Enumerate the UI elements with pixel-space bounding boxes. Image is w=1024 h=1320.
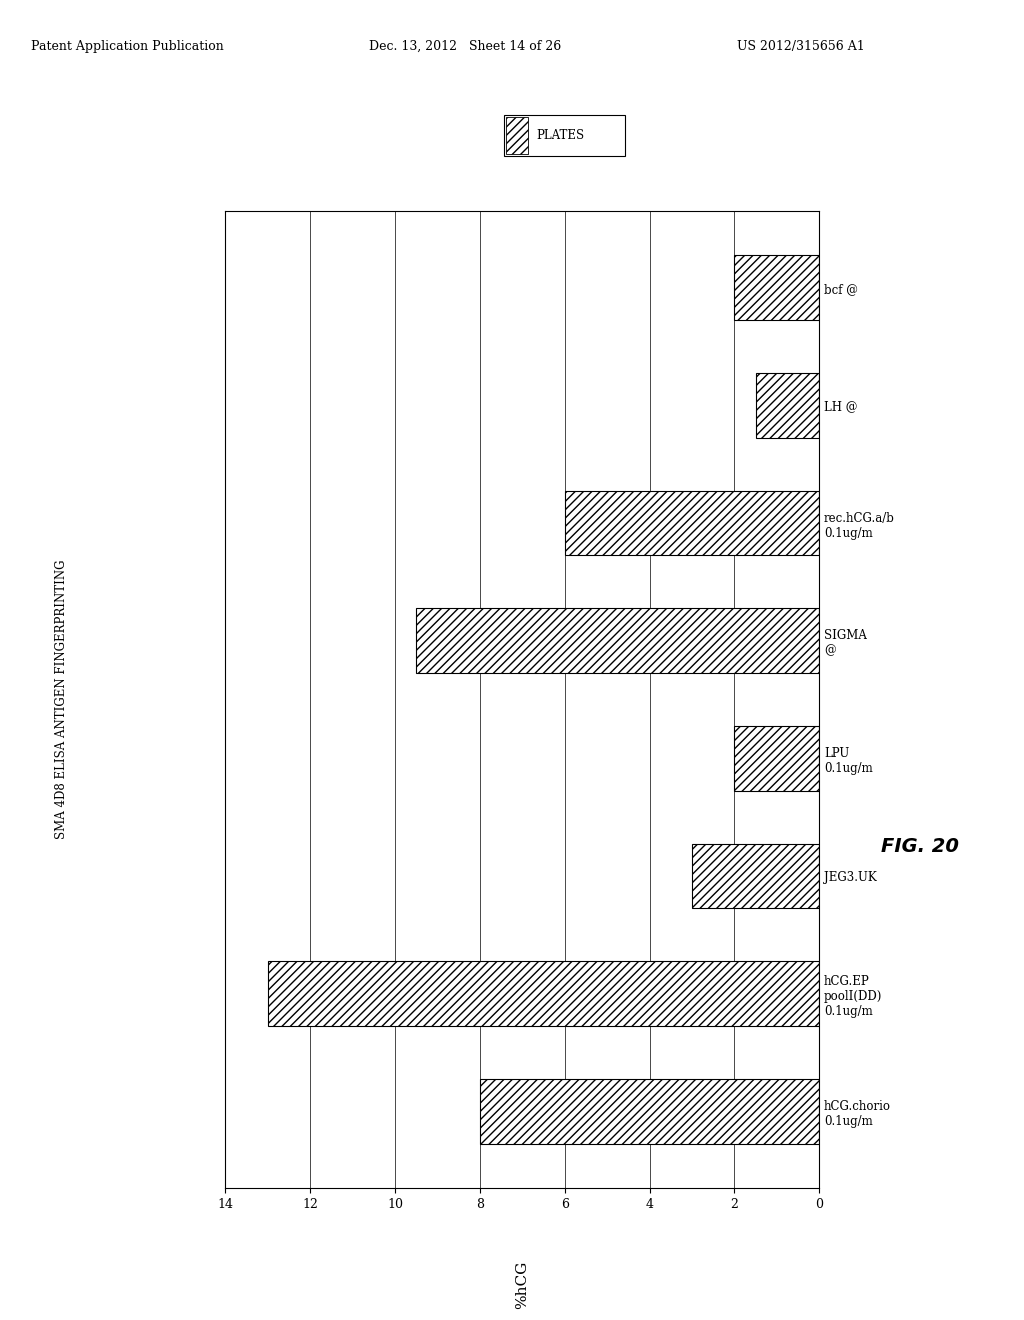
- Text: Patent Application Publication: Patent Application Publication: [31, 40, 223, 53]
- Text: %hCG: %hCG: [515, 1261, 529, 1309]
- Bar: [480, 1080, 819, 1144]
- Bar: [734, 726, 819, 791]
- Text: US 2012/315656 A1: US 2012/315656 A1: [737, 40, 865, 53]
- Bar: [506, 117, 527, 154]
- Bar: [416, 609, 819, 673]
- Text: FIG. 20: FIG. 20: [881, 837, 958, 855]
- FancyBboxPatch shape: [505, 115, 625, 156]
- Text: PLATES: PLATES: [537, 129, 585, 141]
- Bar: [734, 255, 819, 319]
- Text: SMA 4D8 ELISA ANTIGEN FINGERPRINTING: SMA 4D8 ELISA ANTIGEN FINGERPRINTING: [55, 560, 68, 840]
- Bar: [564, 491, 819, 556]
- Text: Dec. 13, 2012   Sheet 14 of 26: Dec. 13, 2012 Sheet 14 of 26: [369, 40, 561, 53]
- Bar: [756, 374, 819, 438]
- Bar: [267, 961, 819, 1026]
- Bar: [692, 843, 819, 908]
